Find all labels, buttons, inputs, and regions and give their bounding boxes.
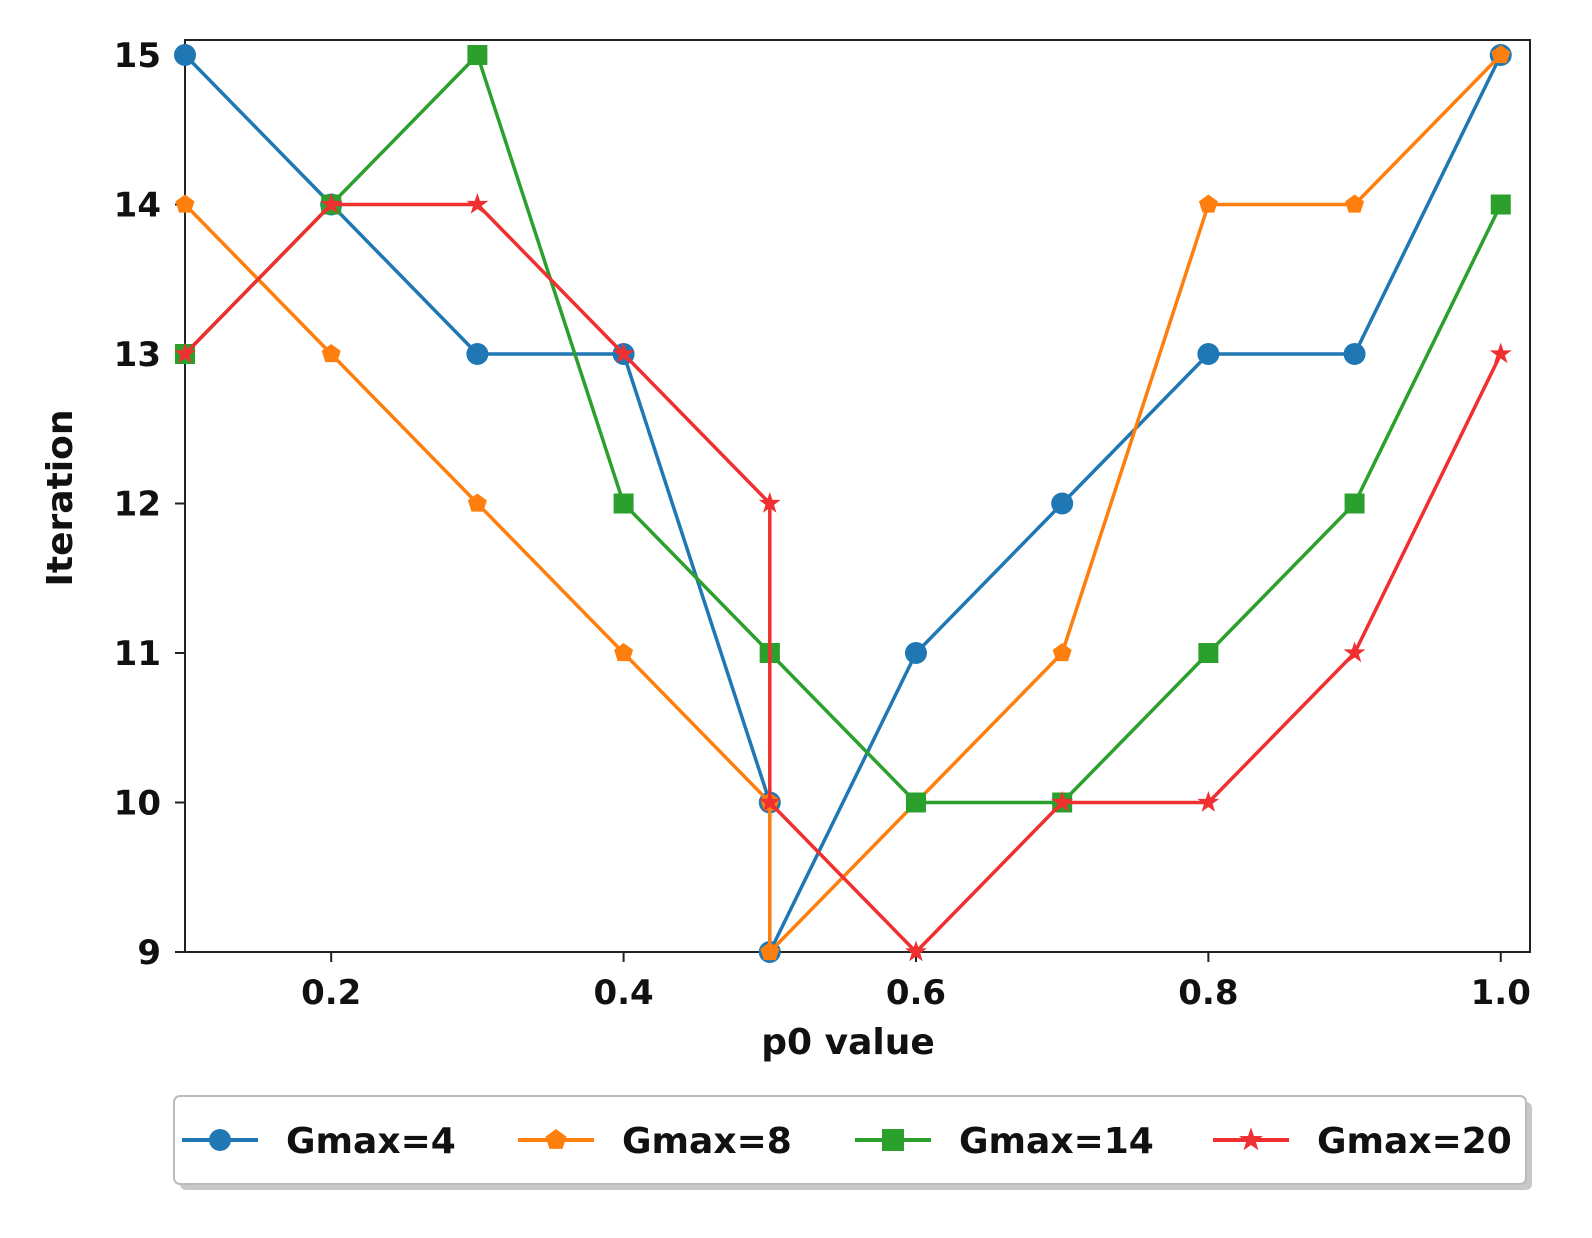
legend-entry: Gmax=14: [855, 1121, 1154, 1162]
data-point: [1197, 791, 1220, 812]
x-axis-label: p0 value: [761, 1022, 935, 1063]
legend-entry: Gmax=8: [518, 1121, 792, 1162]
y-tick-label: 12: [114, 485, 161, 525]
legend-box: [173, 1095, 1527, 1185]
legend-label: Gmax=20: [1317, 1121, 1512, 1162]
y-tick-label: 10: [114, 784, 161, 824]
plot-area: [184, 39, 1531, 953]
data-point: [1489, 342, 1512, 364]
legend-marker: [882, 1129, 904, 1151]
legend-items: Gmax=4 Gmax=8 Gmax=14 Gmax=20: [182, 1121, 1512, 1162]
data-point: [905, 940, 927, 962]
series-line: [183, 53, 1503, 805]
y-axis-label: Iteration: [40, 410, 81, 587]
data-point: [1051, 791, 1074, 812]
data-point: [1491, 45, 1511, 64]
data-point: [466, 193, 489, 214]
x-axis: 0.2 0.4 0.6 0.8 1.0: [301, 952, 1531, 1013]
data-point: [1052, 643, 1072, 662]
legend-label: Gmax=8: [622, 1121, 792, 1162]
legend: Gmax=4 Gmax=8 Gmax=14 Gmax=20: [173, 1095, 1532, 1190]
legend-marker: [1239, 1127, 1263, 1151]
legend-entry: Gmax=20: [1213, 1121, 1512, 1162]
data-point: [467, 45, 488, 65]
legend-label: Gmax=4: [286, 1121, 456, 1162]
y-tick-label: 11: [114, 634, 161, 674]
data-point: [760, 942, 780, 961]
y-tick-label: 13: [114, 335, 161, 375]
data-point: [758, 492, 781, 513]
data-point: [321, 344, 341, 363]
data-point: [1490, 194, 1511, 215]
series-gmax-8: [175, 45, 1511, 961]
x-tick-label: 0.8: [1178, 973, 1238, 1013]
data-point: [614, 643, 634, 662]
data-point: [320, 193, 343, 214]
y-tick-label: 9: [137, 933, 161, 973]
data-point: [1343, 641, 1366, 663]
legend-marker: [209, 1129, 231, 1151]
legend-label: Gmax=14: [959, 1121, 1154, 1162]
data-point: [1197, 343, 1220, 365]
data-point: [1198, 194, 1218, 213]
data-point: [174, 44, 196, 66]
series-layer: [174, 44, 1512, 963]
legend-marker: [545, 1129, 567, 1149]
x-tick-label: 0.6: [886, 973, 946, 1013]
x-tick-label: 0.4: [593, 973, 653, 1013]
data-point: [1198, 643, 1219, 663]
y-axis: 9 10 11 12 13 14 15: [114, 36, 185, 973]
data-point: [1345, 194, 1365, 213]
data-point: [1344, 493, 1365, 514]
legend-entry: Gmax=4: [182, 1121, 456, 1162]
data-point: [905, 792, 926, 813]
data-point: [612, 342, 635, 364]
x-tick-label: 1.0: [1471, 973, 1531, 1013]
data-point: [175, 194, 195, 213]
y-tick-label: 14: [114, 186, 161, 226]
data-point: [1343, 343, 1366, 365]
x-tick-label: 0.2: [301, 973, 361, 1013]
data-point: [904, 642, 927, 664]
data-point: [466, 343, 489, 365]
data-point: [613, 493, 634, 514]
data-point: [467, 493, 487, 512]
data-point: [758, 791, 781, 812]
data-point: [174, 342, 196, 364]
data-point: [1051, 492, 1074, 515]
series-gmax-20: [174, 193, 1512, 962]
y-tick-label: 15: [114, 36, 161, 76]
